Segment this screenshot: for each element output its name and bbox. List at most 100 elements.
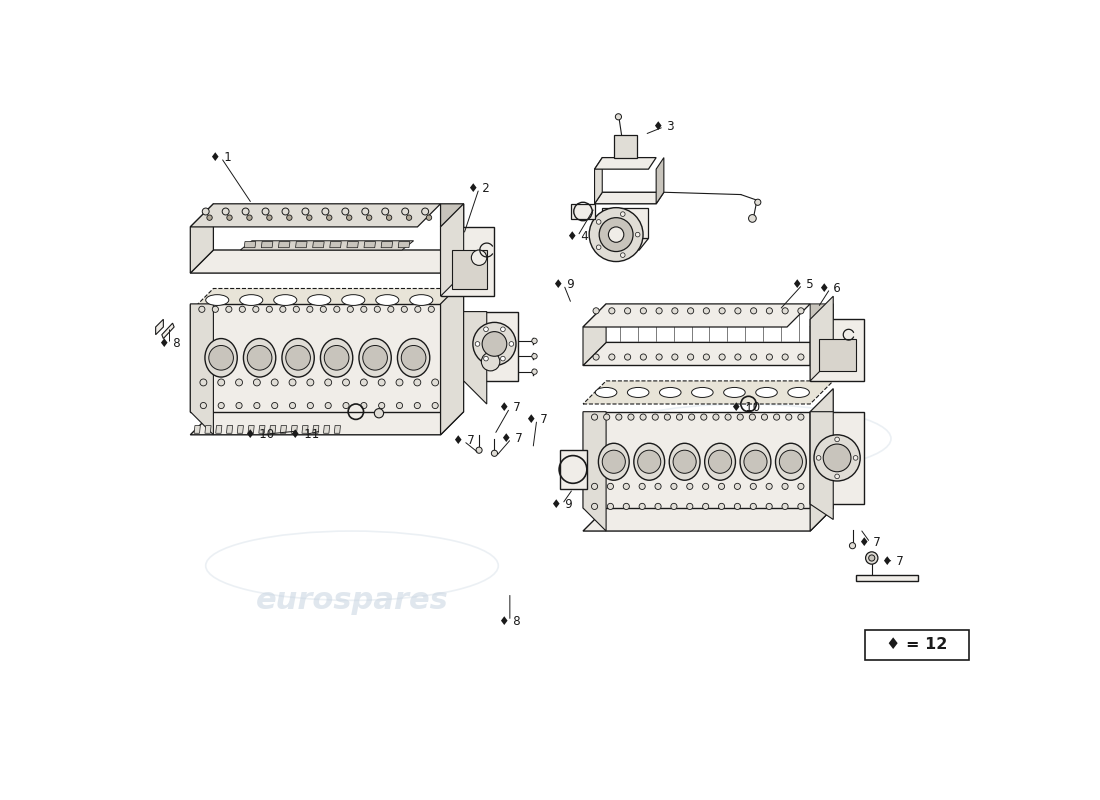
Circle shape xyxy=(209,346,233,370)
Circle shape xyxy=(361,379,367,386)
Ellipse shape xyxy=(776,443,806,480)
Circle shape xyxy=(327,215,332,220)
Circle shape xyxy=(361,402,367,409)
Circle shape xyxy=(484,327,488,331)
Circle shape xyxy=(363,346,387,370)
Circle shape xyxy=(266,306,273,312)
Circle shape xyxy=(638,450,661,474)
Circle shape xyxy=(798,414,804,420)
Circle shape xyxy=(396,379,403,386)
Ellipse shape xyxy=(206,294,229,306)
Polygon shape xyxy=(241,241,414,250)
Circle shape xyxy=(672,354,678,360)
Circle shape xyxy=(750,483,757,490)
Circle shape xyxy=(253,306,258,312)
Circle shape xyxy=(307,306,312,312)
Ellipse shape xyxy=(788,387,810,398)
Ellipse shape xyxy=(669,443,700,480)
Circle shape xyxy=(603,450,625,474)
Ellipse shape xyxy=(376,294,399,306)
Circle shape xyxy=(431,379,439,386)
Ellipse shape xyxy=(660,387,681,398)
Circle shape xyxy=(671,483,676,490)
Circle shape xyxy=(218,402,224,409)
Circle shape xyxy=(616,414,622,420)
Circle shape xyxy=(620,212,625,217)
Circle shape xyxy=(735,308,741,314)
Polygon shape xyxy=(190,250,464,273)
Text: ♦ 6: ♦ 6 xyxy=(820,282,842,295)
Polygon shape xyxy=(583,304,606,366)
Circle shape xyxy=(686,503,693,510)
Circle shape xyxy=(592,483,597,490)
Ellipse shape xyxy=(240,294,263,306)
Ellipse shape xyxy=(308,294,331,306)
Circle shape xyxy=(378,402,385,409)
Circle shape xyxy=(654,483,661,490)
Circle shape xyxy=(798,354,804,360)
Polygon shape xyxy=(244,242,255,248)
Ellipse shape xyxy=(409,294,433,306)
Circle shape xyxy=(767,354,772,360)
Polygon shape xyxy=(238,426,243,434)
Circle shape xyxy=(656,308,662,314)
Circle shape xyxy=(596,245,601,250)
Circle shape xyxy=(735,483,740,490)
Circle shape xyxy=(362,208,369,215)
Text: eurospares: eurospares xyxy=(648,459,842,488)
Circle shape xyxy=(322,208,329,215)
Circle shape xyxy=(289,379,296,386)
Circle shape xyxy=(703,354,710,360)
Circle shape xyxy=(242,208,249,215)
FancyBboxPatch shape xyxy=(452,250,486,289)
Circle shape xyxy=(608,227,624,242)
Polygon shape xyxy=(156,319,163,334)
Polygon shape xyxy=(258,426,265,434)
Ellipse shape xyxy=(595,387,617,398)
Circle shape xyxy=(343,402,349,409)
Circle shape xyxy=(593,354,600,360)
Circle shape xyxy=(199,306,205,312)
Circle shape xyxy=(346,215,352,220)
Circle shape xyxy=(240,306,245,312)
Circle shape xyxy=(735,503,740,510)
Circle shape xyxy=(212,306,219,312)
Circle shape xyxy=(639,483,646,490)
Text: ♦ 10: ♦ 10 xyxy=(245,428,274,442)
Circle shape xyxy=(600,218,634,251)
Circle shape xyxy=(386,215,392,220)
Polygon shape xyxy=(583,412,810,508)
Polygon shape xyxy=(296,242,307,248)
Circle shape xyxy=(785,414,792,420)
Text: ♦ 9: ♦ 9 xyxy=(551,498,573,510)
Text: ♦ 7: ♦ 7 xyxy=(859,536,881,549)
Circle shape xyxy=(749,414,756,420)
Polygon shape xyxy=(190,412,464,435)
Circle shape xyxy=(402,306,407,312)
Circle shape xyxy=(484,356,488,361)
Circle shape xyxy=(689,414,695,420)
Circle shape xyxy=(798,483,804,490)
Circle shape xyxy=(361,306,367,312)
Circle shape xyxy=(402,208,409,215)
Circle shape xyxy=(708,450,732,474)
Ellipse shape xyxy=(282,338,315,377)
Circle shape xyxy=(744,450,767,474)
Circle shape xyxy=(640,354,647,360)
Circle shape xyxy=(664,414,671,420)
Circle shape xyxy=(688,354,694,360)
Polygon shape xyxy=(583,381,834,404)
Polygon shape xyxy=(810,389,834,531)
Text: ♦ 11: ♦ 11 xyxy=(289,428,319,442)
Text: ♦ 7: ♦ 7 xyxy=(882,555,904,568)
Circle shape xyxy=(320,306,327,312)
Circle shape xyxy=(735,354,741,360)
Circle shape xyxy=(482,353,499,371)
Polygon shape xyxy=(810,319,865,381)
Polygon shape xyxy=(334,426,341,434)
Circle shape xyxy=(823,444,851,472)
FancyBboxPatch shape xyxy=(820,338,856,371)
Polygon shape xyxy=(583,508,834,531)
Circle shape xyxy=(286,346,310,370)
Text: ♦ = 12: ♦ = 12 xyxy=(887,638,947,652)
